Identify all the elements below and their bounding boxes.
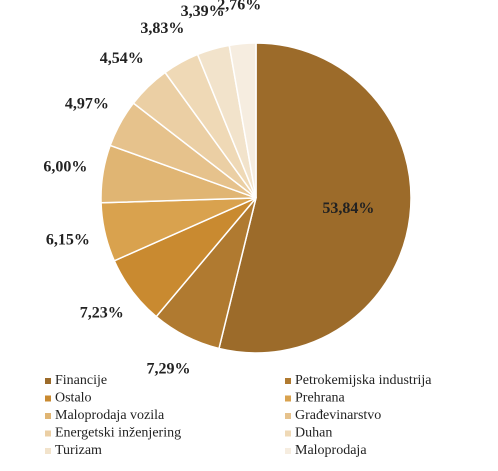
pie-slice xyxy=(218,42,412,354)
data-label: 3,39% xyxy=(181,3,225,20)
legend-label: Turizam xyxy=(55,443,102,458)
legend-label: Petrokemijska industrija xyxy=(295,373,432,388)
data-label: 6,15% xyxy=(46,232,90,249)
legend-label: Maloprodaja vozila xyxy=(55,408,165,423)
data-label: 3,83% xyxy=(140,20,184,37)
legend-swatch xyxy=(45,430,51,437)
data-label: 6,00% xyxy=(43,158,87,175)
data-label: 7,29% xyxy=(147,361,191,378)
data-label: 4,54% xyxy=(100,50,144,67)
legend-label: Financije xyxy=(55,373,107,388)
legend-swatch xyxy=(285,448,291,454)
legend-label: Prehrana xyxy=(295,391,346,406)
data-label: 7,23% xyxy=(80,305,124,322)
data-label: 53,84% xyxy=(322,200,374,217)
legend-label: Građevinarstvo xyxy=(295,408,381,423)
data-label: 4,97% xyxy=(65,96,109,113)
data-label: 2,76% xyxy=(217,0,261,13)
legend-label: Ostalo xyxy=(55,391,92,406)
legend-label: Maloprodaja xyxy=(295,443,367,458)
legend-label: Duhan xyxy=(295,426,332,441)
legend-swatch xyxy=(285,395,291,402)
legend-swatch xyxy=(45,378,51,384)
legend-swatch xyxy=(285,378,291,384)
legend-swatch xyxy=(285,413,291,419)
legend-swatch xyxy=(285,430,291,437)
legend-label: Energetski inženjering xyxy=(55,426,181,441)
pie-slice xyxy=(228,42,257,199)
legend-swatch xyxy=(45,413,51,419)
legend-swatch xyxy=(45,448,51,454)
legend-swatch xyxy=(45,395,51,402)
